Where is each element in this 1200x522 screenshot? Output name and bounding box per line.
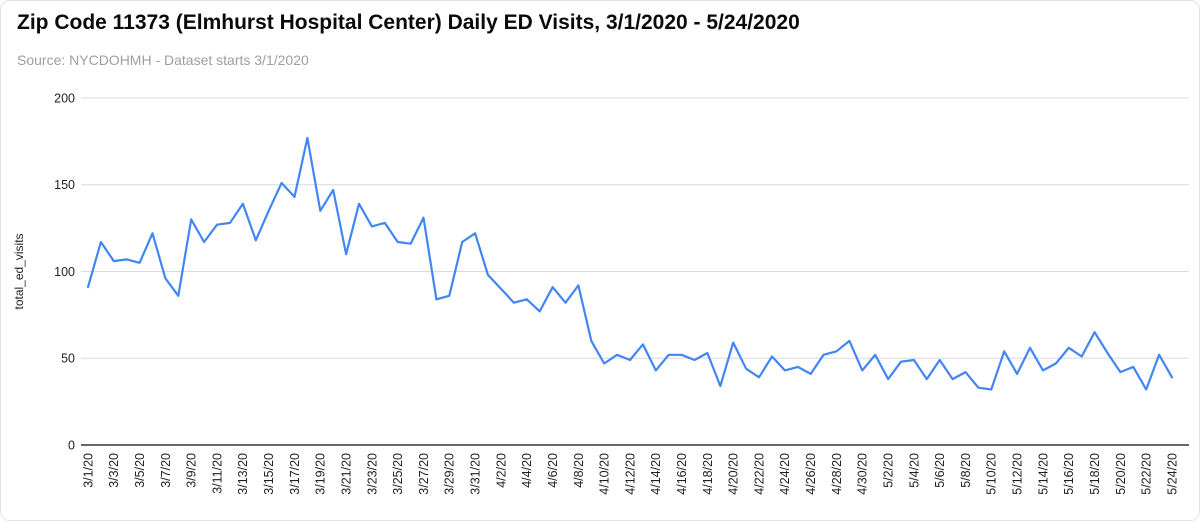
- x-tick-label: 5/8/20: [959, 453, 973, 488]
- x-tick-label: 4/10/20: [598, 453, 612, 495]
- x-tick-label: 3/7/20: [159, 453, 173, 488]
- x-tick-label: 3/21/20: [339, 453, 353, 495]
- x-tick-label: 5/16/20: [1062, 453, 1076, 495]
- y-tick-label: 200: [54, 91, 75, 105]
- x-tick-label: 4/6/20: [546, 453, 560, 488]
- x-tick-label: 5/20/20: [1114, 453, 1128, 495]
- x-tick-label: 3/17/20: [288, 453, 302, 495]
- x-tick-label: 5/22/20: [1140, 453, 1154, 495]
- x-tick-label: 4/2/20: [494, 453, 508, 488]
- x-tick-label: 5/4/20: [907, 453, 921, 488]
- x-tick-label: 3/23/20: [365, 453, 379, 495]
- x-tick-label: 4/22/20: [752, 453, 766, 495]
- x-tick-label: 4/24/20: [778, 453, 792, 495]
- x-tick-label: 4/8/20: [572, 453, 586, 488]
- x-tick-label: 4/30/20: [856, 453, 870, 495]
- y-tick-label: 150: [54, 178, 75, 192]
- daily-ed-visits-line-chart: 0 50 100 150 200 total_ed_visits 3/1/20 3/3/20 3…: [1, 79, 1200, 522]
- x-tick-label: 4/26/20: [804, 453, 818, 495]
- x-tick-label: 3/25/20: [391, 453, 405, 495]
- x-tick-label: 3/11/20: [210, 453, 224, 494]
- x-tick-label: 4/20/20: [727, 453, 741, 495]
- y-tick-label: 100: [54, 265, 75, 279]
- x-tick-label: 5/12/20: [1011, 453, 1025, 495]
- x-tick-label: 5/6/20: [933, 453, 947, 488]
- x-tick-label: 5/18/20: [1088, 453, 1102, 495]
- x-tick-label: 4/16/20: [675, 453, 689, 495]
- x-tick-label: 3/27/20: [417, 453, 431, 495]
- series-line-total_ed_visits: [88, 138, 1172, 390]
- x-tick-label: 3/13/20: [236, 453, 250, 495]
- x-tick-label: 3/3/20: [107, 453, 121, 488]
- y-tick-label: 50: [61, 352, 75, 366]
- x-tick-label: 5/24/20: [1165, 453, 1179, 495]
- x-tick-label: 3/29/20: [443, 453, 457, 495]
- x-tick-label: 4/14/20: [649, 453, 663, 495]
- chart-source-note: Source: NYCDOHMH - Dataset starts 3/1/20…: [17, 52, 309, 68]
- x-tick-label: 4/28/20: [830, 453, 844, 495]
- x-tick-label: 5/10/20: [985, 453, 999, 495]
- x-tick-label: 3/15/20: [262, 453, 276, 495]
- y-axis-title: total_ed_visits: [12, 233, 26, 309]
- x-tick-label: 3/9/20: [185, 453, 199, 488]
- x-tick-label: 4/18/20: [701, 453, 715, 495]
- x-tick-label: 5/14/20: [1036, 453, 1050, 495]
- chart-title: Zip Code 11373 (Elmhurst Hospital Center…: [17, 11, 800, 35]
- x-tick-label: 3/1/20: [81, 453, 95, 488]
- x-tick-label: 4/4/20: [520, 453, 534, 488]
- x-tick-label: 3/5/20: [133, 453, 147, 488]
- y-tick-label: 0: [68, 438, 75, 452]
- x-tick-label: 5/2/20: [881, 453, 895, 488]
- x-tick-label: 3/19/20: [314, 453, 328, 495]
- x-tick-label: 3/31/20: [469, 453, 483, 495]
- x-tick-label: 4/12/20: [623, 453, 637, 495]
